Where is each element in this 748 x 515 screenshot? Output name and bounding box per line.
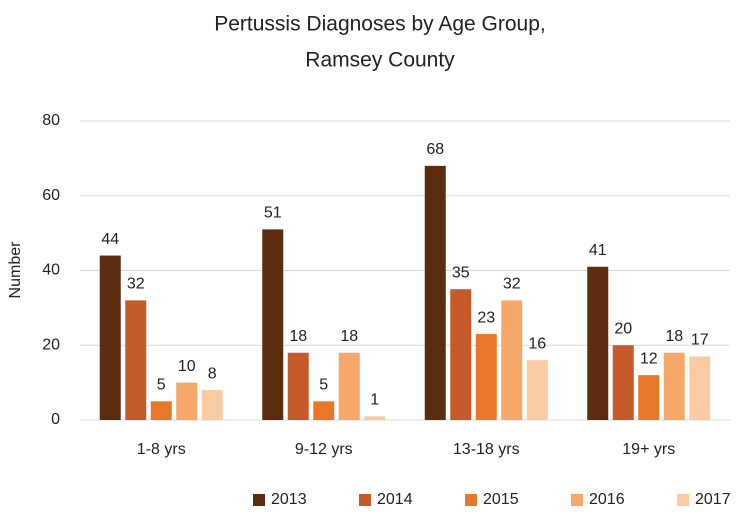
x-tick-label: 13-18 yrs	[453, 441, 520, 458]
legend-label: 2015	[483, 491, 519, 508]
legend-label: 2016	[589, 491, 625, 508]
bar	[475, 334, 497, 420]
data-label: 5	[157, 377, 166, 394]
data-label: 17	[691, 332, 709, 349]
data-label: 44	[101, 231, 119, 248]
x-tick-label: 19+ yrs	[622, 441, 675, 458]
legend-label: 2014	[377, 491, 413, 508]
y-tick-label: 20	[42, 336, 60, 353]
data-label: 32	[503, 276, 521, 293]
legend-swatch	[359, 494, 371, 506]
bar	[150, 401, 172, 420]
data-label: 10	[178, 358, 196, 375]
data-label: 18	[665, 328, 683, 345]
bar	[262, 229, 284, 420]
data-label: 18	[340, 328, 358, 345]
bar	[663, 352, 685, 420]
data-label: 12	[640, 350, 658, 367]
y-tick-label: 80	[42, 112, 60, 129]
data-label: 41	[589, 242, 607, 259]
bar	[587, 266, 609, 420]
y-tick-label: 0	[51, 411, 60, 428]
data-label: 8	[208, 365, 217, 382]
data-label: 51	[264, 205, 282, 222]
bar	[424, 165, 446, 420]
y-tick-label: 40	[42, 262, 60, 279]
y-tick-label: 60	[42, 187, 60, 204]
bar	[201, 390, 223, 420]
chart-title: Ramsey County	[305, 49, 455, 72]
bar	[338, 352, 360, 420]
x-tick-label: 9-12 yrs	[295, 441, 353, 458]
data-label: 35	[452, 264, 470, 281]
data-label: 16	[528, 335, 546, 352]
x-tick-label: 1-8 yrs	[137, 441, 186, 458]
data-label: 68	[426, 141, 444, 158]
bar	[125, 300, 147, 420]
data-label: 18	[289, 328, 307, 345]
legend-swatch	[571, 494, 583, 506]
bar	[526, 360, 548, 420]
bar	[689, 356, 711, 420]
bar	[176, 382, 198, 420]
bar	[287, 352, 309, 420]
bar	[313, 401, 335, 420]
y-axis-label: Number	[7, 241, 24, 299]
legend-swatch	[465, 494, 477, 506]
legend-label: 2017	[695, 491, 731, 508]
bar	[501, 300, 523, 420]
bar	[450, 289, 472, 420]
data-label: 32	[127, 276, 145, 293]
data-label: 1	[370, 391, 379, 408]
chart-title: Pertussis Diagnoses by Age Group,	[214, 13, 546, 36]
bar	[99, 255, 121, 420]
data-label: 23	[477, 309, 495, 326]
legend-swatch	[677, 494, 689, 506]
data-label: 5	[319, 377, 328, 394]
data-label: 20	[614, 320, 632, 337]
legend-label: 2013	[271, 491, 307, 508]
bar	[638, 375, 660, 420]
bar	[364, 416, 386, 420]
legend-swatch	[253, 494, 265, 506]
bar	[612, 345, 634, 420]
